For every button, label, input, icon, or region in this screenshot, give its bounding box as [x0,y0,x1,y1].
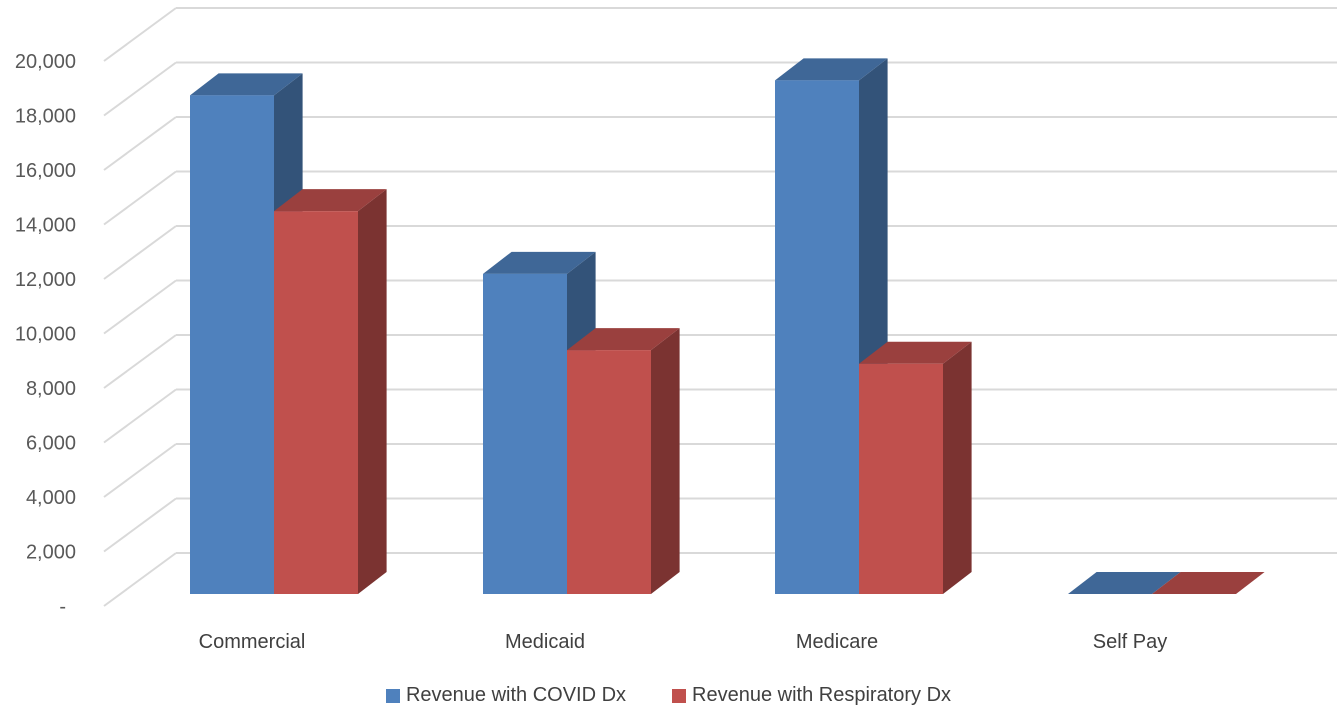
x-category-label: Self Pay [1093,631,1167,653]
legend-swatch [672,688,687,703]
legend-item: Revenue with COVID Dx [385,684,627,707]
gridline-diagonal [103,443,177,498]
y-tick-label: - [59,596,66,618]
y-tick-label: 20,000 [15,51,76,73]
bar-self-pay-series-1 [1068,572,1181,594]
gridline-diagonal [103,116,177,171]
bar-self-pay-series-2 [1152,572,1265,594]
y-tick-label: 10,000 [15,324,76,346]
y-tick-label: 2,000 [26,542,76,564]
y-tick-label: 12,000 [15,269,76,291]
legend-item: Revenue with Respiratory Dx [672,684,951,707]
y-tick-label: 8,000 [26,378,76,400]
legend-swatch [385,688,400,703]
bar-commercial-series-2 [274,189,387,594]
x-category-label: Medicare [796,631,878,653]
gridline-diagonal [103,552,177,607]
legend-label: Revenue with Respiratory Dx [692,684,952,706]
gridline-diagonal [103,497,177,553]
bar-medicaid-series-2 [567,328,680,594]
gridline-diagonal [103,170,177,226]
y-tick-label: 6,000 [26,433,76,455]
gridline-diagonal [103,7,177,62]
y-tick-label: 18,000 [15,106,76,128]
gridline-diagonal [103,279,177,335]
x-category-label: Commercial [199,631,306,653]
bar-medicare-series-2 [859,341,972,594]
gridline-diagonal [103,225,177,280]
bar-medicare-series-1 [775,58,888,594]
y-tick-label: 16,000 [15,160,76,182]
chart-legend: Revenue with COVID Dx Revenue with Respir… [0,684,1337,707]
x-category-label: Medicaid [505,631,585,653]
gridline-diagonal [103,388,177,444]
gridline-diagonal [103,334,177,389]
gridline-diagonal [103,61,177,117]
y-tick-label: 14,000 [15,215,76,237]
y-tick-label: 4,000 [26,487,76,509]
legend-label: Revenue with COVID Dx [405,684,627,706]
